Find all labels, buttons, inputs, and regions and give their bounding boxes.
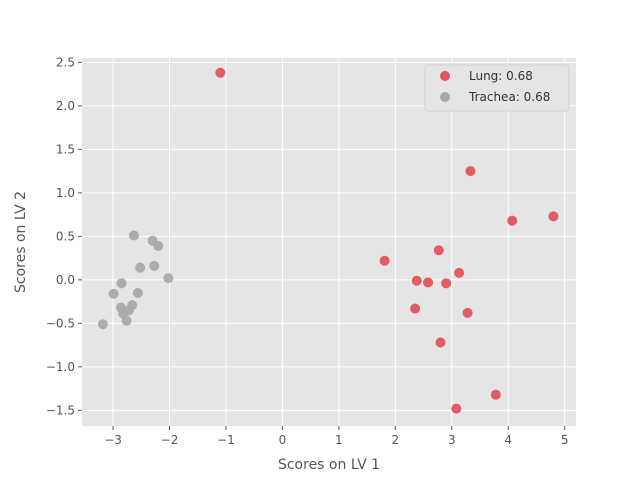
x-tick-label: −1 [217, 433, 235, 447]
y-tick-label: −0.5 [46, 316, 75, 330]
trachea-point [149, 260, 160, 271]
legend: Lung: 0.68 Trachea: 0.68 [424, 64, 570, 112]
data-points [97, 67, 559, 414]
lung-point [215, 67, 226, 78]
lung-point [548, 211, 559, 222]
trachea-point [108, 288, 119, 299]
x-axis-label: Scores on LV 1 [278, 457, 380, 473]
trachea-point [121, 315, 132, 326]
lung-point [465, 166, 476, 177]
axis-ticks: −3 −2 −1 0 1 2 3 4 5 −1.5 −1.0 −0.5 0.0 0.5 1.0 1.5 2.0 2… [46, 55, 569, 447]
lung-point [454, 267, 465, 278]
y-tick-label: 1.0 [56, 186, 75, 200]
y-axis-label: Scores on LV 2 [13, 191, 29, 293]
legend-marker-lung [440, 71, 450, 81]
legend-label-trachea: Trachea: 0.68 [468, 90, 550, 104]
trachea-point [128, 230, 139, 241]
y-tick-label: 1.5 [56, 142, 75, 156]
trachea-point [97, 319, 108, 330]
lung-point [433, 245, 444, 256]
lung-point [451, 403, 462, 414]
y-tick-label: −1.5 [46, 403, 75, 417]
lung-point [462, 307, 473, 318]
lung-point [423, 277, 434, 288]
trachea-point [116, 278, 127, 289]
lung-point [490, 389, 501, 400]
x-tick-label: 5 [561, 433, 569, 447]
y-tick-label: 0.0 [56, 273, 75, 287]
lung-point [441, 278, 452, 289]
x-tick-label: −2 [161, 433, 179, 447]
lung-point [410, 303, 421, 314]
lung-point [507, 215, 518, 226]
y-tick-label: −1.0 [46, 360, 75, 374]
x-tick-label: 4 [504, 433, 512, 447]
plot-area [82, 58, 576, 426]
lung-point [379, 255, 390, 266]
x-tick-label: 1 [335, 433, 343, 447]
trachea-point [163, 273, 174, 284]
y-tick-label: 2.0 [56, 99, 75, 113]
x-tick-label: 3 [448, 433, 456, 447]
x-tick-label: 2 [392, 433, 400, 447]
y-tick-label: 2.5 [56, 55, 75, 69]
x-tick-label: −3 [104, 433, 122, 447]
y-tick-label: 0.5 [56, 229, 75, 243]
trachea-point [153, 240, 164, 251]
legend-label-lung: Lung: 0.68 [469, 69, 533, 83]
grid-lines [82, 58, 576, 426]
lung-point [411, 275, 422, 286]
trachea-point [132, 287, 143, 298]
trachea-point [135, 262, 146, 273]
legend-marker-trachea [440, 92, 450, 102]
x-tick-label: 0 [279, 433, 287, 447]
lung-point [435, 337, 446, 348]
legend-box [424, 64, 570, 112]
